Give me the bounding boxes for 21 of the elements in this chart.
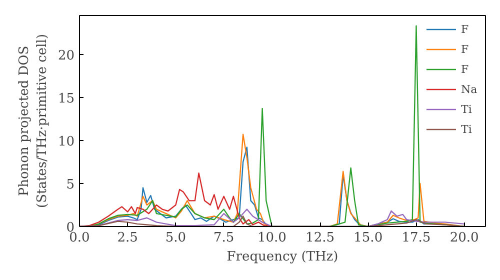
x-tick-label: 15.0	[354, 230, 383, 246]
x-tick-label: 7.5	[213, 230, 234, 246]
x-tick-label: 2.5	[117, 230, 138, 246]
x-axis-title: Frequency (THz)	[226, 250, 338, 264]
x-tick-label: 20.0	[450, 230, 479, 246]
legend-label: F	[461, 22, 470, 36]
legend-label: Ti	[461, 102, 473, 116]
y-tick-label: 15	[58, 91, 75, 106]
legend-label: F	[461, 42, 470, 56]
x-tick-label: 12.5	[306, 230, 334, 246]
legend-label: Na	[461, 82, 478, 96]
legend-label: F	[461, 62, 470, 76]
x-tick-label: 17.5	[402, 230, 431, 246]
y-tick-label: 10	[58, 134, 75, 150]
x-tick-label: 5.0	[165, 230, 186, 246]
legend-label: Ti	[461, 122, 473, 136]
x-tick-label: 0.0	[69, 230, 90, 246]
y-tick-label: 5	[66, 177, 75, 192]
y-axis-title: Phonon projected DOS (States/THz·primitive cell)	[16, 34, 50, 208]
y-tick-label: 20	[58, 48, 75, 64]
x-tick-label: 10.0	[257, 230, 286, 246]
